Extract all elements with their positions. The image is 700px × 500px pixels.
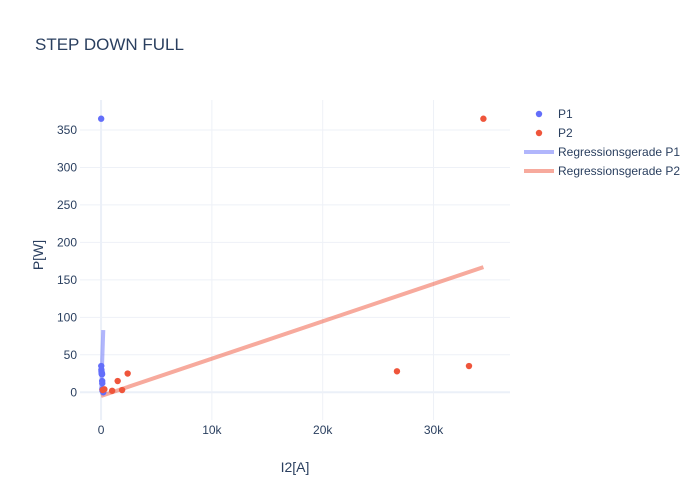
y-axis-title: P[W] — [30, 240, 46, 270]
data-point-p2[interactable] — [108, 387, 116, 394]
chart-title: STEP DOWN FULL — [35, 35, 184, 54]
data-points — [97, 115, 487, 396]
y-tick-label: 250 — [57, 198, 77, 212]
legend-label: P2 — [558, 126, 573, 140]
y-tick-label: 150 — [57, 273, 77, 287]
y-tick-label: 50 — [64, 348, 78, 362]
legend-item-2[interactable]: Regressionsgerade P1 — [524, 145, 680, 159]
data-point-p2[interactable] — [465, 362, 473, 370]
y-tick-label: 0 — [70, 385, 77, 399]
data-point-p2[interactable] — [114, 377, 121, 385]
data-point-p2[interactable] — [124, 370, 131, 377]
data-point-p2[interactable] — [480, 115, 487, 122]
data-point-p1[interactable] — [97, 115, 105, 122]
legend-marker — [535, 110, 543, 118]
x-axis-title: I2[A] — [281, 459, 310, 475]
data-point-p2[interactable] — [99, 386, 106, 394]
legend-item-3[interactable]: Regressionsgerade P2 — [524, 164, 680, 178]
y-tick-label: 200 — [57, 235, 77, 249]
legend-label: Regressionsgerade P2 — [558, 164, 680, 178]
x-tick-label: 30k — [424, 423, 444, 437]
legend-label: Regressionsgerade P1 — [558, 145, 680, 159]
x-tick-label: 20k — [313, 423, 333, 437]
grid — [80, 100, 510, 420]
x-tick-label: 0 — [98, 423, 105, 437]
y-tick-label: 350 — [57, 123, 77, 137]
regression-line-p2 — [100, 265, 485, 398]
data-point-p1[interactable] — [98, 371, 106, 378]
data-point-p2[interactable] — [118, 386, 126, 394]
y-tick-label: 100 — [57, 310, 77, 324]
y-tick-label: 300 — [57, 160, 77, 174]
data-point-p1[interactable] — [99, 380, 106, 387]
legend-marker — [535, 129, 543, 137]
legend[interactable]: P1 P2 Regressionsgerade P1 Regressionsgerad… — [524, 107, 680, 178]
legend-item-1[interactable]: P2 — [535, 126, 573, 140]
legend-label: P1 — [558, 107, 573, 121]
x-tick-label: 10k — [202, 423, 222, 437]
legend-item-0[interactable]: P1 — [535, 107, 573, 121]
data-point-p2[interactable] — [393, 368, 401, 375]
tick-labels: 0 50 100 150 200 250 300 350 0 10k 20k 30k — [57, 123, 444, 437]
